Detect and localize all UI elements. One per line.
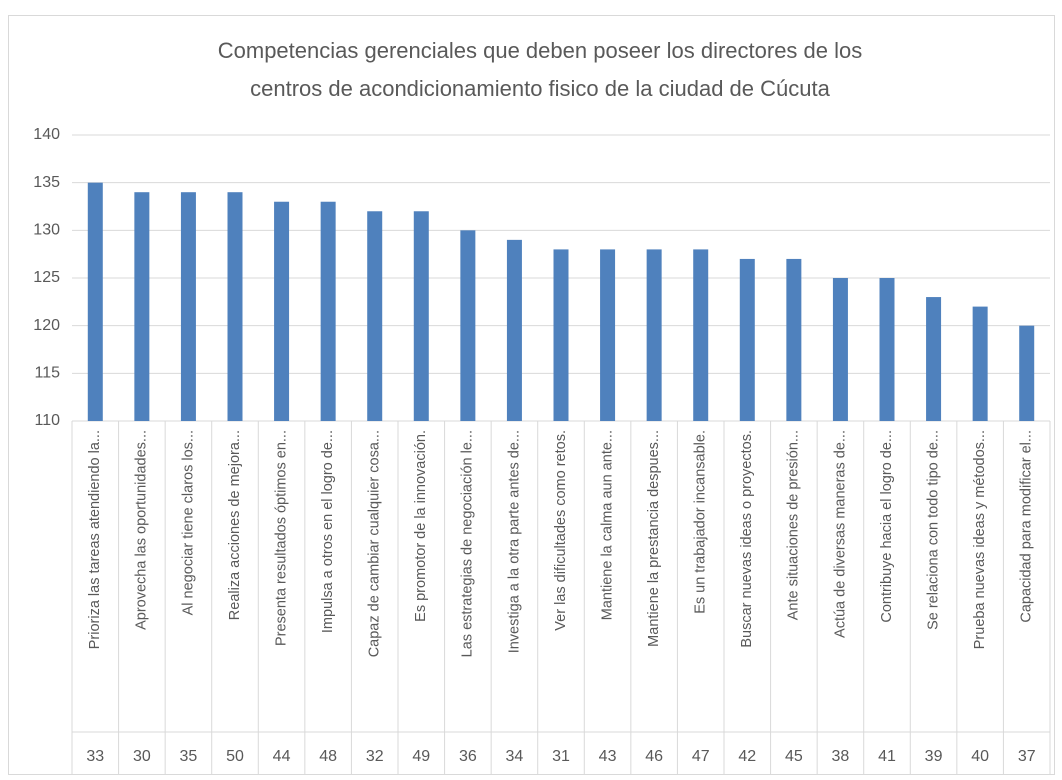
chart-title: Competencias gerenciales que deben posee… (218, 38, 863, 63)
bar (786, 258, 802, 421)
category-code: 46 (645, 748, 663, 765)
x-tick-label: Capacidad para modificar el... (1019, 430, 1035, 623)
category-code: 30 (133, 748, 151, 765)
bar (1019, 325, 1035, 421)
category-code: 48 (319, 748, 337, 765)
x-tick-label: Capaz de cambiar cualquier cosa... (367, 430, 383, 657)
category-code: 38 (832, 748, 850, 765)
bar (227, 192, 243, 421)
category-code: 37 (1018, 748, 1036, 765)
x-tick-label: Buscar nuevas ideas o proyectos. (739, 430, 755, 648)
x-tick-label: Mantiene la prestancia despues... (646, 430, 662, 647)
x-tick-label: Prioriza las tareas atendiendo la... (87, 430, 103, 649)
bar (926, 297, 942, 421)
x-tick-label: Es un trabajador incansable. (693, 430, 709, 614)
x-tick-label: Ante situaciones de presión... (786, 430, 802, 620)
bar (413, 211, 429, 421)
x-tick-label: Presenta resultados óptimos en... (273, 430, 289, 646)
bar (600, 249, 616, 421)
y-tick-label: 125 (33, 269, 60, 286)
category-code: 49 (412, 748, 430, 765)
category-code: 35 (180, 748, 198, 765)
x-tick-label: Al negociar tiene claros los... (180, 430, 196, 615)
chart-title: centros de acondicionamiento fisico de l… (250, 76, 830, 101)
x-tick-label: Contribuye hacia el logro de... (879, 430, 895, 623)
bar (180, 192, 196, 421)
bar (87, 182, 103, 421)
category-code: 32 (366, 748, 384, 765)
x-tick-label: Ver las dificultades como retos. (553, 430, 569, 631)
y-tick-label: 135 (33, 174, 60, 191)
category-code: 40 (971, 748, 989, 765)
category-code: 45 (785, 748, 803, 765)
x-tick-label: Actúa de diversas maneras de... (832, 430, 848, 638)
bar (646, 249, 662, 421)
category-code: 50 (226, 748, 244, 765)
x-tick-label: Mantiene la calma aun ante... (599, 430, 615, 620)
category-code: 33 (86, 748, 104, 765)
category-code: 42 (738, 748, 756, 765)
bar (879, 278, 895, 421)
x-tick-label: Realiza acciones de mejora... (227, 430, 243, 620)
category-code: 36 (459, 748, 477, 765)
bar (367, 211, 383, 421)
bar (274, 201, 290, 421)
x-tick-label: Investiga a la otra parte antes de... (506, 430, 522, 653)
y-tick-label: 120 (33, 317, 60, 334)
category-code: 47 (692, 748, 710, 765)
x-tick-label: Prueba nuevas ideas y métodos... (972, 430, 988, 649)
bar (506, 239, 522, 421)
bar (739, 258, 755, 421)
category-code: 34 (506, 748, 524, 765)
bar (134, 192, 150, 421)
y-tick-label: 115 (34, 365, 60, 382)
x-tick-label: Las estrategias de negociación le... (460, 430, 476, 657)
y-tick-label: 130 (33, 222, 60, 239)
x-tick-label: Impulsa a otros en el logro de... (320, 430, 336, 633)
bar (693, 249, 709, 421)
y-tick-label: 110 (34, 412, 60, 429)
x-tick-label: Es promotor de la innovación. (413, 430, 429, 622)
category-code: 44 (273, 748, 291, 765)
category-code: 41 (878, 748, 896, 765)
category-code: 39 (925, 748, 943, 765)
bar (972, 306, 988, 421)
bar (832, 278, 848, 421)
bar (553, 249, 569, 421)
x-tick-label: Se relaciona con todo tipo de... (925, 430, 941, 630)
y-tick-label: 140 (33, 126, 60, 143)
category-code: 43 (599, 748, 617, 765)
bar (320, 201, 336, 421)
x-tick-label: Aprovecha las oportunidades... (134, 430, 150, 630)
category-code: 31 (552, 748, 570, 765)
bar (460, 230, 476, 421)
